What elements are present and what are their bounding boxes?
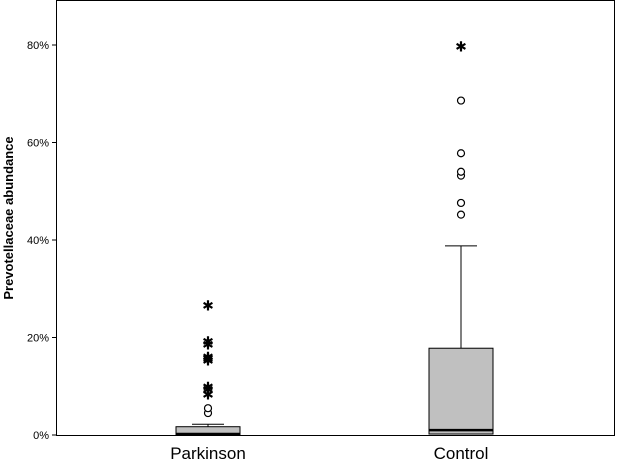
outlier-point	[456, 198, 466, 208]
y-tick-label: 80%	[27, 40, 49, 52]
category-labels: Parkinson Control	[170, 444, 488, 463]
outlier-point	[456, 210, 466, 219]
box	[428, 347, 494, 435]
extreme-point: ✱	[202, 383, 214, 399]
y-tick-label: 60%	[27, 138, 49, 150]
extreme-point: ✱	[202, 351, 214, 367]
extreme-point: ✱	[202, 380, 214, 396]
y-axis: 0% 20% 40% 60% 80%	[27, 40, 56, 442]
outlier-point	[456, 149, 466, 158]
extreme-point: ✱	[202, 298, 214, 314]
extreme-point: ✱	[202, 353, 214, 369]
x-category-label: Parkinson	[170, 444, 246, 463]
y-tick-label: 20%	[27, 333, 49, 345]
outlier-point	[203, 404, 213, 413]
extreme-point: ✱	[202, 388, 214, 404]
outlier-points: ✱✱✱✱✱✱✱✱✱✱	[202, 39, 467, 418]
y-tick-label: 0%	[33, 430, 49, 442]
extreme-point: ✱	[202, 337, 214, 353]
y-axis-title: Prevotellaceae abundance	[1, 136, 16, 299]
plot-frame	[56, 0, 615, 436]
extreme-point: ✱	[455, 39, 467, 55]
y-tick-label: 40%	[27, 235, 49, 247]
x-category-label: Control	[434, 444, 489, 463]
boxes	[175, 245, 494, 436]
extreme-point: ✱	[202, 350, 214, 366]
outlier-point	[456, 167, 466, 176]
extreme-point: ✱	[202, 334, 214, 350]
outlier-point	[456, 96, 466, 105]
